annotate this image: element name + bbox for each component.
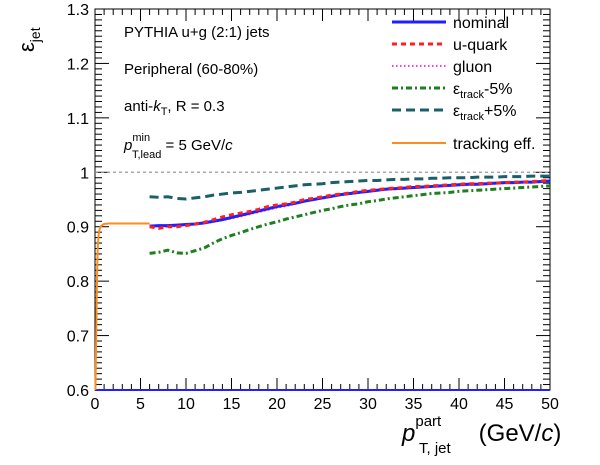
annotation-jet-algo-k: k [153,98,162,115]
x-tick-label-40: 40 [450,396,468,413]
x-tick-label-10: 10 [177,396,195,413]
annotation-lead-cut-c: c [225,137,233,154]
x-tick-label-45: 45 [496,396,514,413]
legend-label-track-plus: εtrack+5% [453,103,516,123]
legend-label-track-minus: εtrack-5% [453,81,512,101]
series-line-track-plus [149,174,550,201]
annotation-lead-cut-sup: min [132,132,150,144]
y-tick-label-0.8: 0.8 [67,274,89,291]
y-tick-label-1: 1 [80,165,89,182]
y-tick-label-0.7: 0.7 [67,329,89,346]
annotation-generator: PYTHIA u+g (2:1) jets [124,24,269,41]
annotation-lead-cut: pmin T,lead = 5 GeV/c [123,132,233,161]
x-tick-label-35: 35 [405,396,423,413]
legend-label-gluon: gluon [453,59,492,76]
annotation-jet-algo-post: , R = 0.3 [167,98,224,115]
annotation-lead-cut-sub: T,lead [132,149,161,161]
x-axis-title-unit-c: c [541,420,553,447]
legend-label-track-minus-main: ε [453,81,460,98]
legend-label-u-quark: u-quark [453,37,508,54]
y-tick-label-0.6: 0.6 [67,383,89,400]
annotation-lead-cut-post: = 5 GeV/ [161,137,226,154]
legend-label-tracking-eff: tracking eff. [453,136,535,153]
x-axis-title-unit-post: ) [553,420,561,447]
x-tick-label-20: 20 [268,396,286,413]
legend-label-track-plus-main: ε [453,103,460,120]
series-group [94,174,551,391]
x-axis-title: ppart T, jet (GeV/c) [401,413,561,457]
y-axis-title: εjet [14,27,43,52]
legend-label-track-minus-sub: track [460,89,484,101]
y-tick-label-1.2: 1.2 [67,56,89,73]
annotation-lead-cut-p: p [123,137,132,154]
legend-label-track-plus-post: +5% [484,103,516,120]
x-axis-title-main: p [401,420,415,447]
y-tick-label-1.1: 1.1 [67,111,89,128]
legend: nominal u-quark gluon εtrack-5% εtrack+5… [392,15,535,153]
x-tick-label-50: 50 [541,396,559,413]
x-axis-title-sup: part [415,413,442,430]
x-tick-label-5: 5 [136,396,145,413]
x-axis-title-sub: T, jet [419,440,452,457]
x-tick-label-0: 0 [91,396,100,413]
legend-label-track-plus-sub: track [460,111,484,123]
y-axis-title-sub: jet [27,27,43,43]
series-line-u-quark [149,178,551,230]
legend-label-track-minus-post: -5% [484,81,512,98]
x-tick-label-25: 25 [314,396,332,413]
series-line-tracking-eff [94,222,150,391]
annotation-centrality: Peripheral (60-80%) [124,61,258,78]
x-tick-label-30: 30 [359,396,377,413]
x-tick-label-15: 15 [223,396,241,413]
annotation-jet-algo: anti-kT, R = 0.3 [124,98,225,118]
annotation-jet-algo-sub: T [161,106,168,118]
x-axis-title-unit-pre: (GeV/ [472,420,542,447]
legend-label-nominal: nominal [453,15,509,32]
y-tick-label-1.3: 1.3 [67,2,89,19]
y-axis-title-main: ε [14,42,39,52]
annotation-jet-algo-pre: anti- [124,98,153,115]
y-tick-label-0.9: 0.9 [67,220,89,237]
